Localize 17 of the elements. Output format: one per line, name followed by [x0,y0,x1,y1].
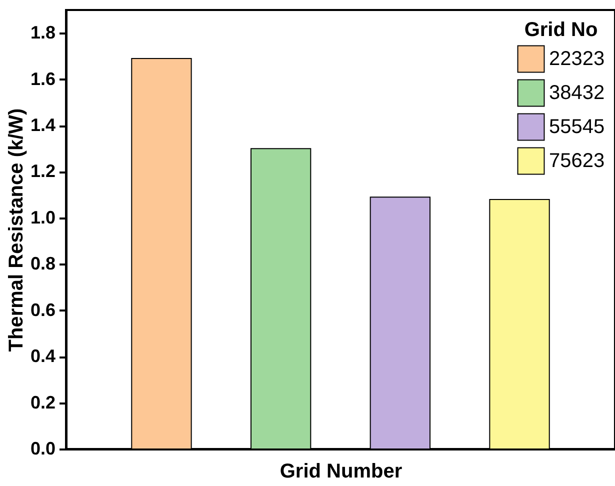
y-tick-label: 0.0 [30,438,56,458]
y-tick-label: 0.4 [30,346,56,366]
y-tick-label: 0.8 [30,254,56,274]
y-tick-label: 1.2 [30,161,56,182]
x-axis-title: Grid Number [280,460,402,482]
y-tick-label: 1.4 [30,115,56,136]
y-axis-title: Thermal Resistance (k/W) [5,108,28,352]
y-tick-label: 1.8 [30,22,56,43]
legend-label: 22323 [549,48,605,70]
legend-label: 75623 [549,150,605,172]
legend-label: 38432 [549,82,605,104]
y-tick-label: 0.6 [30,300,56,320]
y-tick-label: 1.6 [30,68,56,89]
legend-label: 55545 [549,116,605,138]
y-tick-label: 0.2 [30,392,56,412]
legend-title: Grid No [524,19,598,41]
y-tick-label: 1.0 [30,207,56,228]
